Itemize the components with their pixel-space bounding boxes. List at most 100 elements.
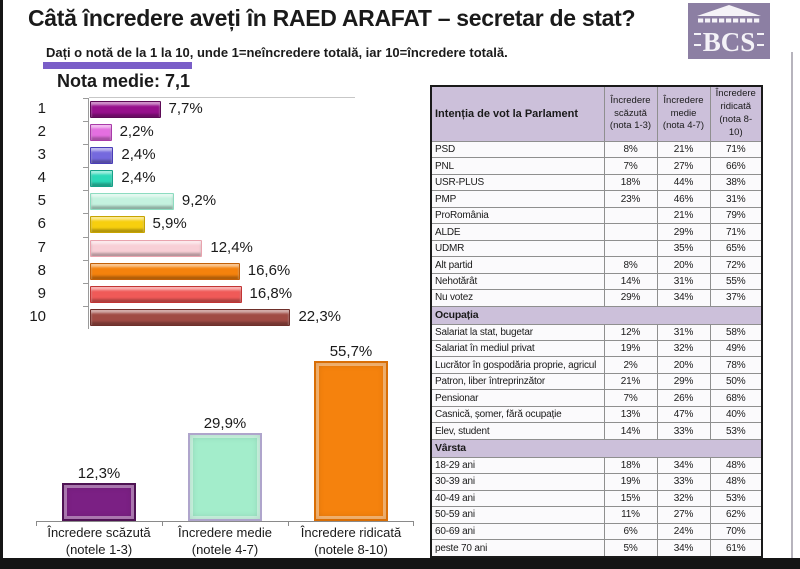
row-value: 8% <box>603 256 658 274</box>
row-value: 26% <box>656 389 711 407</box>
row-label: Nehotărât <box>430 272 605 291</box>
hbar-row: 1 7,7% <box>0 98 428 121</box>
vbar-value-label: 55,7% <box>329 343 373 360</box>
row-label: peste 70 ani <box>430 539 605 558</box>
row-value: 34% <box>656 539 711 558</box>
table-row: PNL 7% 27% 66% <box>430 157 763 175</box>
row-value: 37% <box>709 289 763 307</box>
vbar-axis-label: Încredere medie (notele 4-7) <box>162 521 288 559</box>
row-value: 11% <box>603 506 658 524</box>
left-border <box>0 0 3 569</box>
row-value: 31% <box>709 190 763 208</box>
row-value: 12% <box>603 323 658 342</box>
rating-label: 8 <box>37 261 46 279</box>
row-value: 2% <box>603 356 658 374</box>
row-value: 21% <box>603 372 658 391</box>
axis-tick <box>83 98 88 99</box>
row-label: Pensionar <box>430 389 605 407</box>
rating-label: 4 <box>37 169 46 187</box>
table-row: 50-59 ani 11% 27% 62% <box>430 506 763 524</box>
rating-value: 7,7% <box>168 100 203 117</box>
row-value: 33% <box>656 473 711 491</box>
table-row: Salariat la stat, bugetar 12% 31% 58% <box>430 323 763 342</box>
row-value: 46% <box>656 190 711 208</box>
bcs-logo: BCS <box>688 3 770 59</box>
row-value: 70% <box>709 522 763 541</box>
rating-label: 2 <box>37 123 46 141</box>
bottom-border <box>0 558 800 569</box>
vbar <box>314 361 388 521</box>
grouped-bar-chart: 12,3% 29,9% 55,7% Încredere scăzută (notel… <box>36 343 414 559</box>
hbar-row: 10 22,3% <box>0 305 428 329</box>
col-header-high: Încredere ridicată (nota 8-10) <box>709 85 763 142</box>
table-row: Alt partid 8% 20% 72% <box>430 256 763 274</box>
table-row: Pensionar 7% 26% 68% <box>430 389 763 407</box>
row-value: 7% <box>603 157 658 175</box>
row-label: ALDE <box>430 223 605 241</box>
row-label: 40-49 ani <box>430 489 605 508</box>
row-value: 29% <box>656 372 711 391</box>
section-row: Vârsta <box>430 438 763 458</box>
row-value: 53% <box>709 422 763 440</box>
row-value: 79% <box>709 206 763 225</box>
row-value: 34% <box>656 289 711 307</box>
hbar-row: 9 16,8% <box>0 282 428 306</box>
row-label: Salariat la stat, bugetar <box>430 323 605 342</box>
row-value: 62% <box>709 506 763 524</box>
row-value: 7% <box>603 389 658 407</box>
table-row: Lucrător în gospodăria proprie, agricul 2… <box>430 356 763 374</box>
hbar-row: 3 2,4% <box>0 144 428 167</box>
axis-tick <box>83 190 88 192</box>
pediment-icon <box>697 5 761 16</box>
row-value: 23% <box>603 190 658 208</box>
vbar <box>188 433 262 521</box>
table-row: PSD 8% 21% 71% <box>430 140 763 159</box>
row-label: Nu votez <box>430 289 605 307</box>
right-border <box>791 52 793 558</box>
row-value: 27% <box>656 157 711 175</box>
table-row: Patron, liber întreprinzător 21% 29% 50% <box>430 372 763 391</box>
table-row: 18-29 ani 18% 34% 48% <box>430 456 763 475</box>
row-value: 19% <box>603 339 658 358</box>
table-header-label: Intenția de vot la Parlament <box>430 85 605 142</box>
rating-label: 3 <box>37 146 46 164</box>
row-value: 55% <box>709 272 763 291</box>
table-row: Nehotărât 14% 31% 55% <box>430 272 763 291</box>
row-label: UDMR <box>430 239 605 258</box>
rating-label: 5 <box>37 192 46 210</box>
hbar-row: 8 16,6% <box>0 259 428 283</box>
row-value: 38% <box>709 173 763 192</box>
rating-bar <box>90 124 112 142</box>
hbar-row: 4 2,4% <box>0 167 428 190</box>
hbar-chart-rows: 1 7,7% 2 2,2% 3 2,4% 4 2,4% 5 9,2% 6 5,9% 7 12,4% 8 16,… <box>0 98 428 329</box>
row-value: 31% <box>656 272 711 291</box>
accent-underline <box>43 62 192 69</box>
rating-value: 12,4% <box>210 238 253 256</box>
row-value: 31% <box>656 323 711 342</box>
row-value: 18% <box>603 456 658 475</box>
row-value: 53% <box>709 489 763 508</box>
row-value: 44% <box>656 173 711 192</box>
axis-tick <box>83 282 88 284</box>
rating-value: 16,8% <box>249 284 293 302</box>
vbar-axis-labels: Încredere scăzută (notele 1-3) Încredere … <box>36 521 414 559</box>
row-value: 5% <box>603 539 658 558</box>
row-label: PNL <box>430 157 605 175</box>
row-value: 48% <box>709 456 763 475</box>
row-label: Patron, liber întreprinzător <box>430 372 605 391</box>
rating-label: 1 <box>37 100 46 117</box>
frieze-icon <box>698 18 760 23</box>
row-label: Salariat în mediul privat <box>430 339 605 358</box>
row-value: 24% <box>656 522 711 541</box>
hbar-row: 6 5,9% <box>0 213 428 236</box>
table-row: 40-49 ani 15% 32% 53% <box>430 489 763 508</box>
vbar-axis-label: Încredere scăzută (notele 1-3) <box>36 521 162 559</box>
crosstab-table: Intenția de vot la Parlament Încredere s… <box>430 85 763 558</box>
axis-tick <box>83 213 88 215</box>
row-value: 33% <box>656 422 711 440</box>
row-value <box>603 206 658 225</box>
rating-bar <box>90 262 240 280</box>
rating-value: 5,9% <box>152 215 187 233</box>
axis-tick <box>83 167 88 169</box>
